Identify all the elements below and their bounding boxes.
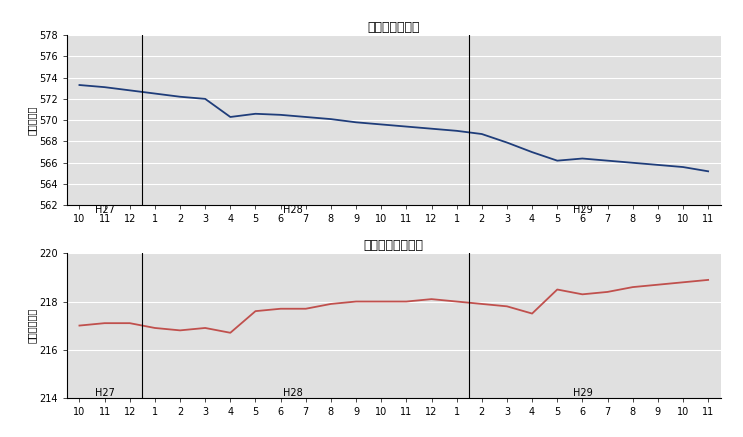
Title: 推計人口の推移: 推計人口の推移 [368,21,420,34]
Text: H27: H27 [94,205,114,215]
Text: H29: H29 [573,388,592,398]
Text: H28: H28 [283,388,303,398]
Y-axis label: （人・千）: （人・千） [26,105,36,135]
Text: H28: H28 [283,205,303,215]
Text: H27: H27 [94,388,114,398]
Text: H29: H29 [573,205,592,215]
Y-axis label: （世帯・千）: （世帯・千） [27,308,36,343]
Title: 推計世帯数の推移: 推計世帯数の推移 [364,239,424,252]
